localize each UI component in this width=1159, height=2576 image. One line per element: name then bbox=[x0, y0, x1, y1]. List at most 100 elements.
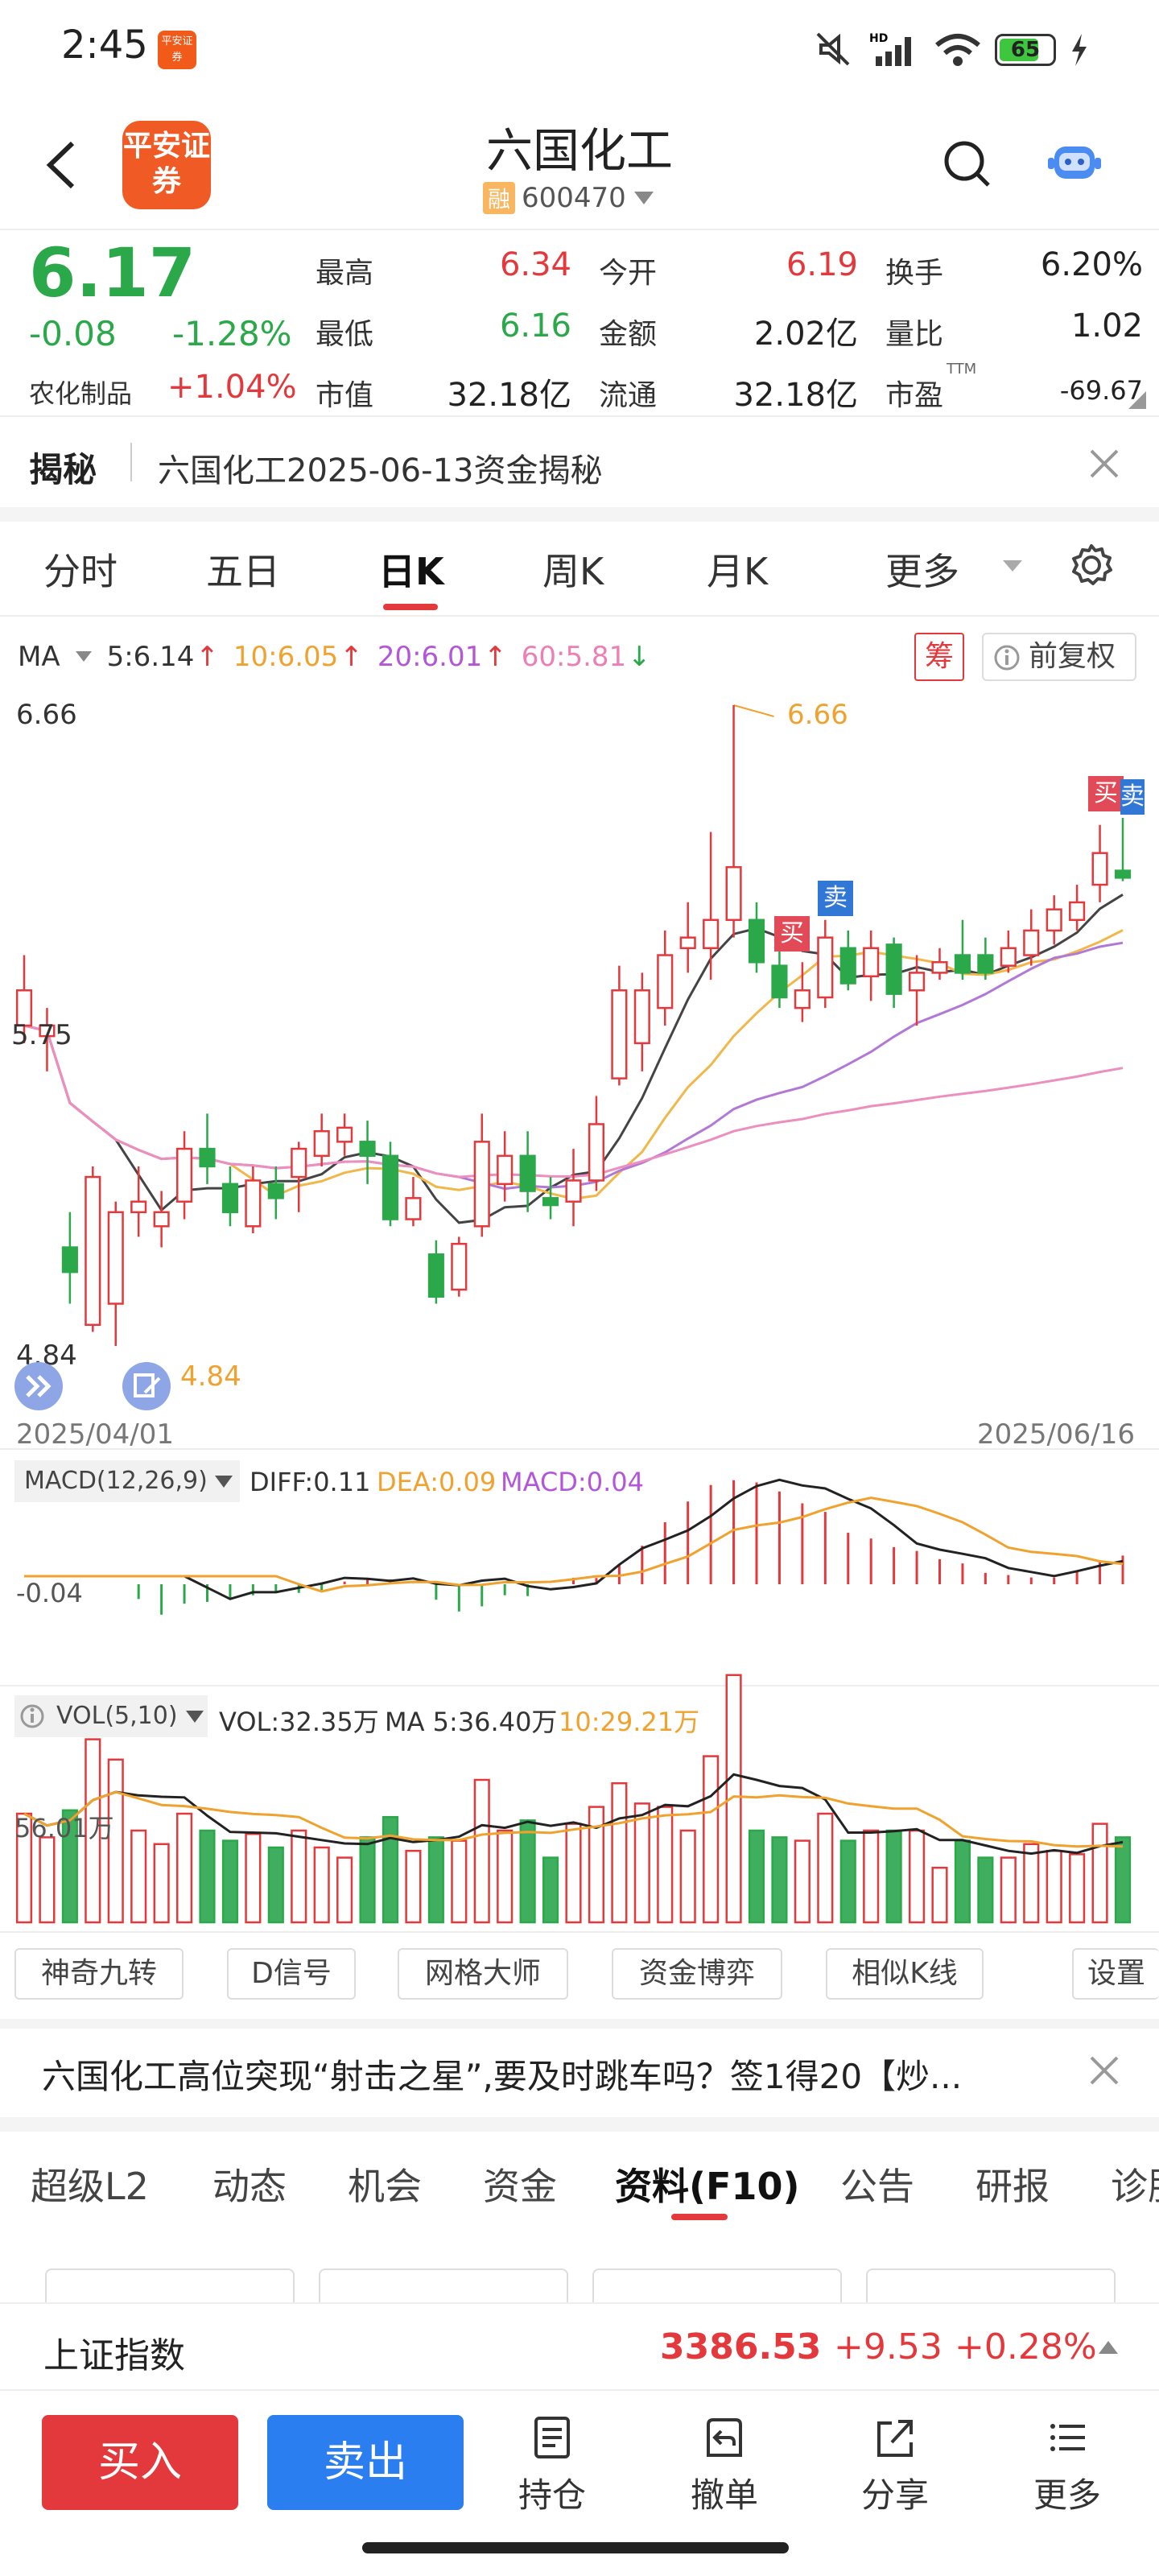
expand-arrows-icon[interactable] bbox=[13, 1360, 64, 1412]
candle-body bbox=[542, 1197, 559, 1207]
volume-bar bbox=[611, 1781, 628, 1924]
volume-bar bbox=[519, 1819, 536, 1924]
tab-weekly-k[interactable]: 周K bbox=[542, 550, 604, 593]
wifi-icon bbox=[935, 34, 980, 66]
ma-dropdown-icon[interactable] bbox=[75, 650, 93, 663]
high-value: 6.34 bbox=[499, 246, 571, 283]
candle-body bbox=[85, 1175, 101, 1327]
volume-bar bbox=[863, 1829, 880, 1924]
fund-reveal-bar[interactable]: 揭秘 六国化工2025-06-13资金揭秘 bbox=[0, 419, 1159, 507]
volume-bar bbox=[1069, 1853, 1086, 1924]
index-name: 上证指数 bbox=[43, 2335, 185, 2376]
tab-f10[interactable]: 资料(F10) bbox=[615, 2165, 800, 2208]
float-label: 流通 bbox=[599, 379, 658, 412]
tab-more[interactable]: 更多 bbox=[885, 550, 959, 593]
chip-distribution-button[interactable]: 筹 bbox=[914, 633, 964, 681]
ma5-value: 5:6.14 bbox=[106, 641, 195, 673]
tab-diagnosis[interactable]: 诊股 bbox=[1111, 2165, 1159, 2208]
holdings-button[interactable]: 持仓 bbox=[496, 2415, 608, 2517]
adjust-button[interactable]: 前复权 bbox=[982, 633, 1136, 681]
volume-bar bbox=[542, 1856, 559, 1924]
volume-bar bbox=[245, 1832, 262, 1924]
cancel-order-button[interactable]: 撤单 bbox=[668, 2415, 781, 2517]
volume-bar bbox=[1114, 1836, 1132, 1924]
search-icon[interactable] bbox=[942, 138, 992, 188]
volume-bar bbox=[382, 1815, 399, 1924]
macd-indicator-selector[interactable]: MACD(12,26,9) bbox=[14, 1460, 240, 1502]
candle-body bbox=[175, 1147, 193, 1203]
drawing-tool-icon[interactable] bbox=[121, 1360, 172, 1412]
tab-announcement[interactable]: 公告 bbox=[840, 2165, 914, 2208]
tab-funds[interactable]: 资金 bbox=[483, 2165, 557, 2208]
tab-monthly-k[interactable]: 月K bbox=[707, 550, 769, 593]
tab-five-day[interactable]: 五日 bbox=[206, 550, 280, 593]
sell-signal-tag-latest[interactable]: 卖 bbox=[1120, 779, 1145, 815]
tool-similar-k[interactable]: 相似K线 bbox=[826, 1948, 984, 2000]
buy-button[interactable]: 买入 bbox=[42, 2415, 238, 2510]
volume-bar bbox=[954, 1839, 971, 1924]
vol-ma10-line bbox=[23, 1790, 1124, 1848]
macd-diff-line bbox=[24, 1478, 1124, 1600]
dropdown-arrow-icon bbox=[633, 192, 654, 204]
vol-ma5-line bbox=[23, 1773, 1124, 1856]
candle-body bbox=[245, 1179, 262, 1228]
tab-intraday[interactable]: 分时 bbox=[43, 550, 118, 593]
candle-body bbox=[794, 989, 810, 1009]
sector-name[interactable]: 农化制品 bbox=[29, 378, 133, 409]
buy-signal-tag[interactable]: 买 bbox=[774, 916, 810, 952]
price-change-pct: -1.28% bbox=[172, 314, 292, 353]
low-value: 6.16 bbox=[499, 308, 571, 345]
tool-grid-master[interactable]: 网格大师 bbox=[398, 1948, 568, 2000]
news-close-icon[interactable] bbox=[1088, 2054, 1120, 2087]
tool-d-signal[interactable]: D信号 bbox=[227, 1948, 356, 2000]
news-banner[interactable]: 六国化工高位突现“射击之星”,要及时跳车吗？签1得20【炒... bbox=[0, 2029, 1159, 2109]
sell-signal-tag[interactable]: 卖 bbox=[818, 881, 853, 916]
tool-fund-game[interactable]: 资金博弈 bbox=[612, 1948, 782, 2000]
ma-label[interactable]: MA bbox=[18, 641, 60, 673]
sell-button[interactable]: 卖出 bbox=[267, 2415, 464, 2510]
candle-body bbox=[908, 972, 926, 992]
y-mid-label: 5.75 bbox=[11, 1019, 72, 1051]
close-icon[interactable] bbox=[1088, 448, 1120, 480]
volume-bar bbox=[313, 1846, 330, 1924]
buy-signal-tag-latest[interactable]: 买 bbox=[1088, 776, 1124, 811]
candle-body bbox=[1069, 901, 1086, 922]
candle-body bbox=[588, 1123, 605, 1182]
vol-ma5: MA 5:36.40万 bbox=[385, 1707, 558, 1737]
tab-opportunity[interactable]: 机会 bbox=[348, 2165, 422, 2208]
tab-daily-k[interactable]: 日K bbox=[378, 550, 444, 593]
index-ticker-bar[interactable]: 上证指数 3386.53 +9.53 +0.28% bbox=[0, 2302, 1159, 2391]
assistant-robot-icon[interactable] bbox=[1046, 137, 1103, 187]
stock-code-row[interactable]: 融 600470 bbox=[483, 182, 655, 214]
more-button[interactable]: 更多 bbox=[1011, 2415, 1124, 2517]
candle-body bbox=[405, 1197, 422, 1220]
volume-bar bbox=[1046, 1849, 1062, 1924]
candle-body bbox=[839, 947, 856, 985]
macd-diff: DIFF:0.11 bbox=[250, 1467, 371, 1497]
share-button[interactable]: 分享 bbox=[839, 2415, 951, 2517]
tool-settings[interactable]: 设置 bbox=[1072, 1948, 1159, 2000]
cancel-order-label: 撤单 bbox=[690, 2475, 758, 2515]
candle-body bbox=[1046, 908, 1062, 932]
volume-bar bbox=[931, 1866, 948, 1924]
turnover-value: 6.20% bbox=[1040, 246, 1143, 283]
index-change-pct: +0.28% bbox=[955, 2326, 1097, 2368]
home-indicator[interactable] bbox=[362, 2542, 789, 2553]
tab-research[interactable]: 研报 bbox=[975, 2165, 1050, 2208]
back-icon[interactable] bbox=[42, 137, 82, 193]
volume-bar bbox=[61, 1809, 78, 1924]
status-time: 2:45 bbox=[61, 23, 148, 68]
kline-chart-area[interactable] bbox=[0, 620, 1159, 1988]
vol-indicator-selector[interactable]: VOL(5,10) bbox=[14, 1695, 208, 1737]
candle-body bbox=[427, 1253, 444, 1298]
price-change: -0.08 bbox=[29, 314, 117, 353]
candle-body bbox=[199, 1147, 216, 1168]
stock-name: 六国化工 bbox=[485, 123, 673, 178]
settings-gear-icon[interactable] bbox=[1067, 541, 1116, 589]
candle-body bbox=[954, 954, 971, 974]
volume-bar bbox=[427, 1836, 444, 1924]
tool-magic-nine[interactable]: 神奇九转 bbox=[14, 1948, 184, 2000]
tab-dynamic[interactable]: 动态 bbox=[212, 2165, 287, 2208]
tab-super-l2[interactable]: 超级L2 bbox=[31, 2165, 149, 2208]
volume-bar bbox=[221, 1839, 239, 1924]
